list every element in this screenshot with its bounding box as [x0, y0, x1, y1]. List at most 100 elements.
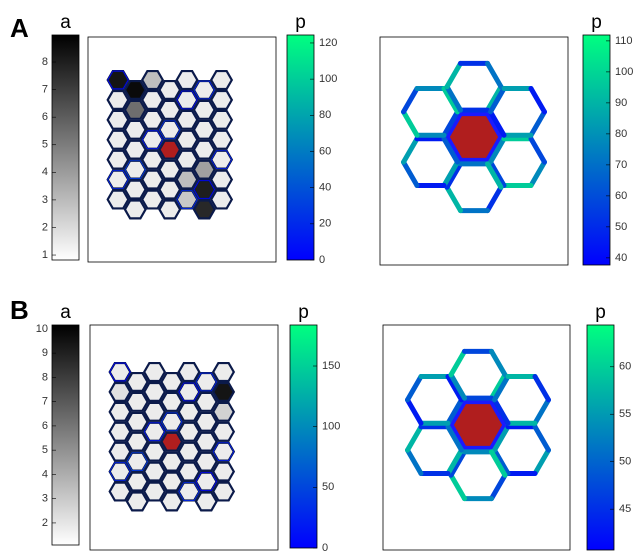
colorbar-title: p: [591, 12, 602, 33]
lattice-cell-edge: [124, 160, 147, 179]
colorbar-title: p: [595, 302, 606, 323]
lattice-cell-edge: [158, 120, 181, 140]
lattice-cell: [177, 361, 201, 383]
lattice-cell: [123, 159, 147, 180]
lattice-cell: [123, 99, 147, 120]
lattice-cell: [140, 129, 165, 150]
lattice-cell: [175, 109, 199, 130]
lattice-cell: [108, 481, 132, 502]
lattice-cell: [177, 461, 201, 482]
lattice-cell: [177, 381, 201, 402]
colorbar-tick-label: 1: [42, 249, 48, 261]
lattice-cell: [108, 401, 132, 422]
colorbar-tick-label: 60: [615, 190, 627, 202]
lattice-cell: [140, 89, 165, 110]
lattice-cell: [158, 179, 182, 200]
lattice-cell: [177, 401, 201, 422]
colorbar-tick-label: 2: [42, 221, 48, 233]
lattice-cell: [158, 199, 182, 220]
panel-label: B: [10, 295, 29, 325]
colorbar-tick-label: 8: [42, 371, 48, 383]
plot-box: [379, 36, 569, 266]
lattice-cell: [160, 471, 184, 492]
colorbar-tick-label: 0: [322, 542, 328, 554]
colorbar: [51, 324, 80, 546]
lattice-cell: [211, 481, 236, 502]
cell-edge: [448, 372, 467, 401]
colorbar: [286, 34, 315, 261]
lattice-cell: [175, 69, 199, 91]
lattice-cell: [140, 189, 165, 210]
cell-edge: [528, 86, 547, 115]
lattice-cell-edge: [193, 180, 216, 199]
cell-edge: [444, 84, 463, 113]
cell-edge: [528, 136, 547, 165]
colorbar-tick-label: 50: [615, 221, 627, 233]
cell-edge: [485, 184, 504, 214]
colorbar-tick-label: 80: [319, 109, 331, 121]
lattice-cell-edge: [107, 70, 129, 90]
lattice-cell: [192, 139, 216, 160]
lattice-cell: [158, 119, 182, 140]
colorbar-tick-label: 45: [619, 503, 631, 515]
cell-edge: [488, 86, 507, 115]
lattice-cell: [175, 149, 199, 170]
cell-edge: [489, 348, 508, 378]
lattice-cell: [108, 461, 132, 482]
colorbar: [289, 324, 318, 549]
lattice-cell-edge: [195, 472, 218, 491]
plot-box: [89, 324, 279, 551]
colorbar-tick-label: 0: [319, 254, 325, 266]
lattice-cell: [160, 491, 184, 512]
colorbar-tick-label: 7: [42, 84, 48, 96]
cell-edge: [401, 159, 420, 188]
lattice-cell: [211, 461, 236, 482]
cell-edge: [444, 111, 463, 140]
colorbar-title: p: [295, 12, 306, 33]
lattice-cell: [106, 129, 130, 150]
lattice-cell: [209, 149, 234, 170]
cell-edge: [448, 449, 467, 478]
cell-edge: [492, 374, 511, 403]
cell-edge: [401, 86, 420, 115]
colorbar: [582, 34, 611, 266]
colorbar-tick-label: 3: [42, 194, 48, 206]
lattice-cell: [177, 481, 201, 502]
lattice-cell: [175, 129, 199, 150]
cell-edge: [532, 424, 551, 453]
colorbar-tick-label: 6: [42, 111, 48, 123]
cell-edge: [441, 136, 460, 165]
lattice-cell: [209, 69, 234, 91]
lattice-cell: [123, 199, 147, 220]
lattice-cell: [106, 89, 130, 110]
lattice-cell: [108, 361, 132, 383]
cell-edge: [445, 374, 464, 403]
lattice-cell-edge: [176, 90, 198, 110]
colorbar-tick-label: 100: [615, 66, 633, 78]
lattice-cell: [123, 79, 147, 100]
cell-edge: [444, 184, 463, 214]
cell-edge: [488, 159, 507, 188]
colorbar-title: a: [60, 302, 71, 323]
plot-box: [87, 36, 277, 263]
lattice-cell-edge: [178, 382, 200, 402]
cell-edge: [489, 372, 508, 401]
colorbar-tick-label: 110: [615, 35, 633, 47]
cell-edge: [532, 447, 551, 476]
colorbar-tick-label: 80: [615, 128, 627, 140]
lattice-cell: [108, 441, 132, 462]
colorbar-tick-label: 120: [319, 37, 337, 49]
lattice-cell: [177, 441, 201, 462]
lattice-cell: [106, 169, 130, 190]
lattice-cell: [106, 149, 130, 170]
cell-edge: [448, 422, 467, 451]
lattice-cell: [158, 159, 182, 180]
lattice-cell: [158, 79, 182, 100]
lattice-cell: [125, 471, 149, 492]
lattice-cell: [160, 451, 184, 472]
lattice-cell: [125, 391, 149, 412]
cell-edge: [492, 397, 511, 426]
lattice-cell: [211, 381, 236, 402]
lattice-cell: [160, 391, 184, 412]
lattice-cell: [194, 451, 218, 472]
